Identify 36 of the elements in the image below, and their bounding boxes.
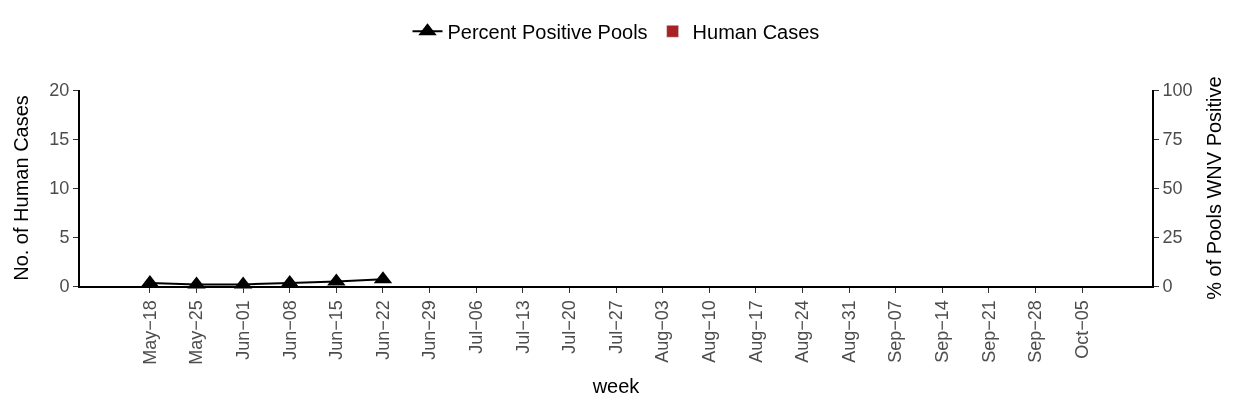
- x-tick-label: May−18: [139, 300, 160, 365]
- x-tick-label: Jun−08: [279, 300, 300, 360]
- y-tick-label: 15: [49, 129, 70, 150]
- x-tick-label: Jun−29: [419, 300, 440, 360]
- y2-tick-label: 0: [1162, 276, 1173, 297]
- x-tick-label: Jul−20: [559, 300, 580, 354]
- x-tick-label: Sep−07: [885, 300, 906, 363]
- legend-label: Human Cases: [692, 21, 820, 44]
- x-tick-label: Sep−14: [932, 300, 953, 363]
- x-tick-label: Aug−31: [838, 300, 859, 363]
- x-tick-label: Sep−21: [978, 300, 999, 363]
- x-tick-label: Aug−17: [745, 300, 766, 363]
- y2-axis-title: % of Pools WNV Positive: [1202, 76, 1225, 300]
- x-tick-label: Jun−01: [232, 300, 253, 360]
- x-tick-label: Aug−10: [699, 300, 720, 363]
- y-tick-label: 5: [59, 227, 70, 248]
- x-tick-label: Jun−22: [372, 300, 393, 360]
- x-tick-label: Oct−05: [1071, 300, 1092, 359]
- x-tick-label: Jul−06: [466, 300, 487, 354]
- legend-label: Percent Positive Pools: [447, 21, 648, 44]
- y-axis-title: No. of Human Cases: [10, 95, 33, 281]
- y2-tick-label: 50: [1162, 178, 1183, 199]
- x-tick-label: May−25: [186, 300, 207, 365]
- x-tick-label: Aug−03: [652, 300, 673, 363]
- y2-tick-label: 25: [1162, 227, 1183, 248]
- y2-tick-label: 100: [1162, 80, 1193, 101]
- y-tick-label: 10: [49, 178, 70, 199]
- x-tick-label: Jul−27: [605, 300, 626, 354]
- x-tick-label: Sep−28: [1025, 300, 1046, 363]
- y-tick-label: 20: [49, 80, 70, 101]
- x-tick-label: Jul−13: [512, 300, 533, 354]
- y-tick-label: 0: [59, 276, 70, 297]
- x-tick-label: Aug−24: [792, 300, 813, 363]
- y2-tick-label: 75: [1162, 129, 1183, 150]
- x-axis-title: week: [591, 374, 641, 397]
- x-tick-label: Jun−15: [326, 300, 347, 360]
